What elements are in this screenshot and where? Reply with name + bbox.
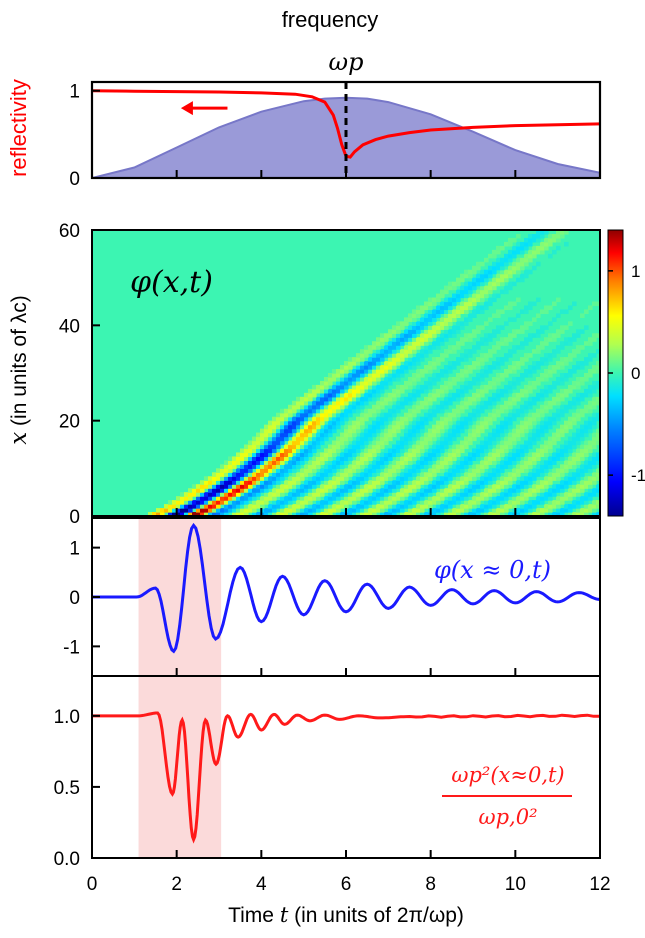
- phi-tick-label: 1: [69, 539, 80, 560]
- reflectivity-tick-label: 0: [69, 169, 80, 190]
- reflectivity-axis-label: reflectivity: [6, 79, 31, 177]
- time-tick-label: 6: [341, 874, 352, 895]
- phi-series-label: φ(x ≈ 0,t): [434, 556, 551, 584]
- ratio-denominator: ωp,0²: [478, 805, 537, 829]
- time-tick-label: 10: [505, 874, 526, 895]
- x-position-axis: 0 20 40 60: [59, 221, 601, 528]
- phi-tick-label: -1: [63, 637, 80, 658]
- colorbar-tick-label: 0: [631, 364, 640, 383]
- ratio-numerator: ωp²(x≈0,t): [451, 763, 564, 787]
- reflectivity-axis: 01: [69, 82, 601, 190]
- time-tick-label: 2: [171, 874, 182, 895]
- heatmap-label: φ(x,t): [130, 265, 213, 300]
- plasma-frequency-panel: 0.0 0.5 1.0 ωp²(x≈0,t) ωp,0²: [54, 675, 601, 870]
- highlight-band-middle: [138, 518, 222, 676]
- plasma-frequency-axis: 0.0 0.5 1.0: [54, 707, 100, 870]
- x-position-axis-label-units: (in units of λc): [8, 295, 31, 432]
- time-tick-label: 12: [589, 874, 610, 895]
- colorbar-tick-label: -1: [631, 466, 645, 485]
- plasma-frequency-tick-label: 0.0: [54, 849, 80, 870]
- phi-curve: [92, 522, 600, 654]
- plasma-frequency-curve: [92, 711, 600, 844]
- phi-axis: 1 0 -1: [63, 539, 601, 676]
- heatmap: [91, 229, 601, 517]
- x-position-axis-label-var: x: [6, 432, 32, 445]
- reflectivity-panel: 01 reflectivity: [6, 79, 602, 190]
- time-tick-label: 8: [425, 874, 436, 895]
- colorbar-axis: 1 0 -1: [608, 262, 645, 485]
- omega-p-marker-label: ωp: [329, 48, 364, 76]
- spacetime-panel: φ(x,t) 0 20 40 60 x (in units of λc) 1 0 -1: [6, 221, 645, 528]
- x-position-tick-label: 0: [69, 507, 80, 528]
- time-tick-label: 0: [87, 874, 98, 895]
- x-position-tick-label: 60: [59, 221, 80, 242]
- time-axis-label: Time t (in units of 2π/ωp): [228, 903, 464, 927]
- colorbar-tick-label: 1: [631, 262, 640, 281]
- plasma-frequency-tick-label: 1.0: [54, 707, 80, 728]
- plasma-frequency-tick-label: 0.5: [54, 778, 80, 799]
- phi-tick-label: 0: [69, 588, 80, 609]
- x-position-tick-label: 40: [59, 316, 80, 337]
- spectrum-area: [92, 97, 600, 178]
- time-axis-label-var: t: [280, 903, 289, 927]
- reflectivity-tick-label: 1: [69, 82, 80, 103]
- time-axis: 0 2 4 6 8 10 12: [87, 850, 611, 895]
- phi-panel: 1 0 -1 φ(x ≈ 0,t): [63, 517, 601, 677]
- x-position-axis-label: x (in units of λc): [6, 295, 32, 445]
- time-axis-label-prefix: Time: [228, 904, 280, 927]
- arrow-left-icon: [180, 101, 228, 116]
- x-position-tick-label: 20: [59, 412, 80, 433]
- time-tick-label: 4: [256, 874, 267, 895]
- highlight-band-bottom: [138, 676, 222, 858]
- time-axis-label-units: (in units of 2π/ωp): [288, 904, 464, 927]
- figure-title: frequency: [282, 7, 379, 32]
